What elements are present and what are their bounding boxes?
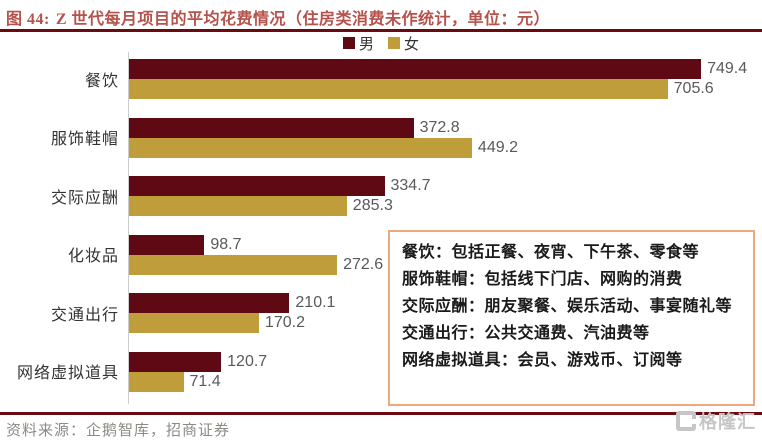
bar-male (129, 117, 414, 138)
value-label: 98.7 (210, 235, 242, 253)
bar-male (129, 351, 222, 372)
category-label: 交通出行 (50, 306, 119, 324)
category-label: 网络虚拟道具 (16, 365, 119, 383)
category-label: 化妆品 (67, 248, 119, 266)
value-label: 210.1 (295, 294, 336, 312)
legend-item-female: 女 (388, 33, 419, 54)
bar-male (129, 293, 290, 314)
source-text: 资料来源：企鹅智库，招商证券 (6, 423, 231, 439)
footer-divider (0, 412, 762, 415)
bar-female (129, 313, 259, 334)
value-label: 285.3 (352, 197, 393, 215)
title-divider (0, 29, 762, 32)
value-label: 272.6 (343, 255, 384, 273)
chart-row: 餐饮 749.4 705.6 (85, 52, 755, 111)
chart-row: 交通出行 210.1 170.2 (51, 286, 755, 345)
bar-female (129, 137, 472, 158)
gelonghui-logo-text: 格隆汇 (699, 412, 756, 432)
value-label: 71.4 (189, 372, 221, 390)
value-label: 705.6 (673, 80, 714, 97)
gelonghui-logo-icon (676, 411, 696, 431)
value-label: 120.7 (227, 352, 268, 370)
figure-number: 图 44: (6, 11, 50, 28)
category-label: 交际应酬 (50, 189, 119, 207)
bar-male (129, 176, 385, 197)
annotation-line: 交际应酬：朋友聚餐、娱乐活动、事宴随礼等 (402, 298, 733, 315)
chart-row: 服饰鞋帽 372.8 449.2 (51, 111, 755, 170)
gelonghui-logo: 格隆汇 (676, 408, 756, 434)
value-label: 449.2 (477, 138, 518, 156)
female-swatch-icon (388, 37, 400, 49)
legend-female-label: 女 (404, 36, 420, 53)
annotation-box: 餐饮：包括正餐、夜宵、下午茶、零食等 服饰鞋帽：包括线下门店、网购的消费 交际应… (388, 230, 755, 406)
bar-male (129, 59, 702, 79)
annotation-line: 交通出行：公共交通费、汽油费等 (402, 325, 650, 342)
value-label: 749.4 (707, 60, 748, 77)
chart-row: 化妆品 98.7 272.6 (68, 228, 755, 287)
legend-item-male: 男 (342, 33, 374, 54)
legend-male-label: 男 (358, 36, 374, 53)
bar-female (129, 196, 347, 217)
male-swatch-icon (342, 37, 355, 49)
page-title: 图 44: Z 世代每月项目的平均花费情况（住房类消费未作统计，单位：元） (6, 5, 758, 29)
bar-male (129, 234, 205, 255)
annotation-line: 服饰鞋帽：包括线下门店、网购的消费 (402, 271, 683, 288)
bar-female (129, 79, 668, 99)
chart-row: 交际应酬 334.7 285.3 (51, 169, 755, 228)
bar-chart-plot-area: 餐饮 749.4 705.6 服饰鞋帽 372.8 449.2 交际应酬 334.7 285.3… (17, 52, 755, 404)
bar-female (129, 371, 184, 392)
value-label: 372.8 (419, 118, 460, 136)
category-label: 餐饮 (84, 72, 119, 90)
annotation-line: 网络虚拟道具：会员、游戏币、订阅等 (402, 352, 683, 369)
bar-female (129, 254, 338, 275)
value-label: 334.7 (390, 177, 431, 195)
category-label: 服饰鞋帽 (50, 131, 119, 149)
chart-row: 网络虚拟道具 120.7 71.4 (17, 345, 755, 404)
annotation-line: 餐饮：包括正餐、夜宵、下午茶、零食等 (402, 244, 700, 261)
value-label: 170.2 (264, 314, 305, 332)
chart-legend: 男 女 (0, 33, 762, 54)
figure-title-text: Z 世代每月项目的平均花费情况（住房类消费未作统计，单位：元） (55, 11, 551, 28)
